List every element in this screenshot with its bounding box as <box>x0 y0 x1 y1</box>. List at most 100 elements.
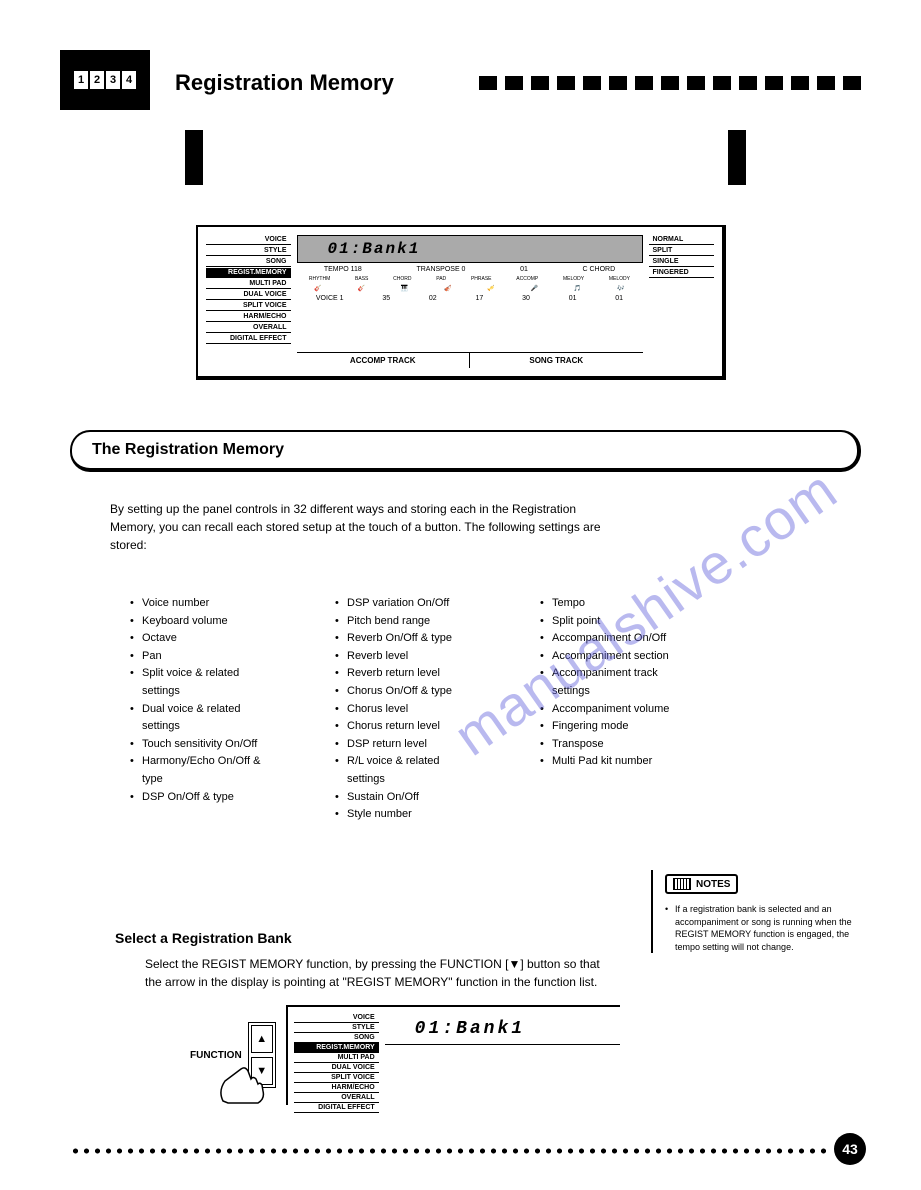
icon-num: 2 <box>90 71 104 89</box>
lcd-val: C CHORD <box>583 266 616 273</box>
func-item: SONG <box>294 1033 379 1043</box>
list-item: Accompaniment volume <box>540 701 685 719</box>
hand-pointer-icon <box>213 1051 273 1106</box>
lcd-main: 01:Bank1 TEMPO 118 TRANSPOSE 0 01 C CHOR… <box>297 235 643 368</box>
list-item: Sustain On/Off <box>335 789 480 807</box>
lcd-label: MELODY <box>563 276 584 282</box>
function-panel: VOICE STYLE SONG REGIST.MEMORY MULTI PAD… <box>286 1005 620 1105</box>
func-item: DUAL VOICE <box>206 290 291 300</box>
func-item: HARM/ECHO <box>294 1083 379 1093</box>
list-item: Fingering mode <box>540 718 685 736</box>
function-diagram: FUNCTION ▲ ▼ VOICE STYLE SONG REGIST.MEM… <box>190 1005 620 1105</box>
func-item: DIGITAL EFFECT <box>294 1103 379 1113</box>
lcd-text-small: 01:Bank1 <box>385 1013 620 1045</box>
intro-paragraph: By setting up the panel controls in 32 d… <box>110 500 621 554</box>
func-item: DIGITAL EFFECT <box>206 334 291 344</box>
lcd-val: VOICE 1 <box>316 295 344 302</box>
func-item: SPLIT VOICE <box>294 1073 379 1083</box>
list-item: R/L voice & related settings <box>335 753 480 788</box>
step-heading: Select a Registration Bank <box>115 930 292 946</box>
icon-num: 3 <box>106 71 120 89</box>
list-item: Voice number <box>130 595 275 613</box>
lcd-display-panel: VOICE STYLE SONG REGIST.MEMORY MULTI PAD… <box>196 225 726 380</box>
lcd-val: 30 <box>522 295 530 302</box>
list-item: Style number <box>335 806 480 824</box>
footer-dots <box>70 1147 826 1155</box>
list-item: Accompaniment track settings <box>540 665 685 700</box>
list-item: Pan <box>130 648 275 666</box>
notes-text: If a registration bank is selected and a… <box>665 903 861 953</box>
lcd-val: 01 <box>569 295 577 302</box>
lcd-val: TEMPO 118 <box>324 266 362 273</box>
list-item: Pitch bend range <box>335 613 480 631</box>
func-item: STYLE <box>206 246 291 256</box>
list-item: Reverb return level <box>335 665 480 683</box>
step-text: Select the REGIST MEMORY function, by pr… <box>145 955 611 991</box>
lcd-label: ACCOMP <box>516 276 538 282</box>
list-item: Reverb level <box>335 648 480 666</box>
header-dashes <box>479 76 861 90</box>
func-item: VOICE <box>294 1013 379 1023</box>
section-title-text: The Registration Memory <box>92 441 284 459</box>
lcd-label: BASS <box>355 276 368 282</box>
page-number: 43 <box>834 1133 866 1165</box>
track-label-left: ACCOMP TRACK <box>297 353 470 368</box>
list-item: Octave <box>130 630 275 648</box>
lcd-label: MELODY <box>609 276 630 282</box>
keyboard-icon <box>673 878 691 890</box>
icon-num: 4 <box>122 71 136 89</box>
notes-badge: NOTES <box>665 874 738 894</box>
function-list: VOICE STYLE SONG REGIST.MEMORY MULTI PAD… <box>206 235 291 368</box>
func-item: OVERALL <box>206 323 291 333</box>
func-item: VOICE <box>206 235 291 245</box>
mode-item: SINGLE <box>649 257 714 267</box>
lcd-val: 01 <box>615 295 623 302</box>
list-item: DSP On/Off & type <box>130 789 275 807</box>
lcd-label: PHRASE <box>471 276 492 282</box>
list-item: Split voice & related settings <box>130 665 275 700</box>
list-item: Chorus On/Off & type <box>335 683 480 701</box>
function-up-button[interactable]: ▲ <box>251 1025 273 1053</box>
list-item: Dual voice & related settings <box>130 701 275 736</box>
settings-col-2: DSP variation On/Off Pitch bend range Re… <box>335 595 480 824</box>
list-item: Split point <box>540 613 685 631</box>
mode-item: NORMAL <box>649 235 714 245</box>
header-icon-box: 1 2 3 4 <box>60 50 150 110</box>
func-item: DUAL VOICE <box>294 1063 379 1073</box>
settings-col-3: Tempo Split point Accompaniment On/Off A… <box>540 595 685 824</box>
lcd-val: 35 <box>382 295 390 302</box>
notes-label: NOTES <box>696 879 730 890</box>
list-item: Transpose <box>540 736 685 754</box>
settings-col-1: Voice number Keyboard volume Octave Pan … <box>130 595 275 824</box>
lcd-val: 01 <box>520 266 528 273</box>
list-item: Chorus return level <box>335 718 480 736</box>
lcd-label: RHYTHM <box>309 276 330 282</box>
lcd-val: 02 <box>429 295 437 302</box>
list-item: DSP return level <box>335 736 480 754</box>
icon-num: 1 <box>74 71 88 89</box>
lcd-label: CHORD <box>393 276 411 282</box>
mode-list: NORMAL SPLIT SINGLE FINGERED <box>649 235 714 368</box>
lcd-val: 17 <box>476 295 484 302</box>
func-item: OVERALL <box>294 1093 379 1103</box>
section-heading: The Registration Memory <box>70 430 861 472</box>
func-item: MULTI PAD <box>294 1053 379 1063</box>
list-item: Tempo <box>540 595 685 613</box>
func-item-active: REGIST.MEMORY <box>206 268 291 278</box>
decor-bar-left <box>185 130 203 185</box>
list-item: Accompaniment On/Off <box>540 630 685 648</box>
list-item: Chorus level <box>335 701 480 719</box>
list-item: Accompaniment section <box>540 648 685 666</box>
lcd-mid-info: TEMPO 118 TRANSPOSE 0 01 C CHORD RHYTHM … <box>297 263 643 352</box>
lcd-label: PAD <box>436 276 446 282</box>
func-item-active: REGIST.MEMORY <box>294 1043 379 1053</box>
page-title: Registration Memory <box>175 70 394 96</box>
mode-item: FINGERED <box>649 268 714 278</box>
lcd-val: TRANSPOSE 0 <box>416 266 465 273</box>
func-item: SPLIT VOICE <box>206 301 291 311</box>
notes-sidebar: NOTES If a registration bank is selected… <box>651 870 861 953</box>
list-item: Multi Pad kit number <box>540 753 685 771</box>
settings-columns: Voice number Keyboard volume Octave Pan … <box>130 595 685 824</box>
func-item: STYLE <box>294 1023 379 1033</box>
list-item: Harmony/Echo On/Off & type <box>130 753 275 788</box>
